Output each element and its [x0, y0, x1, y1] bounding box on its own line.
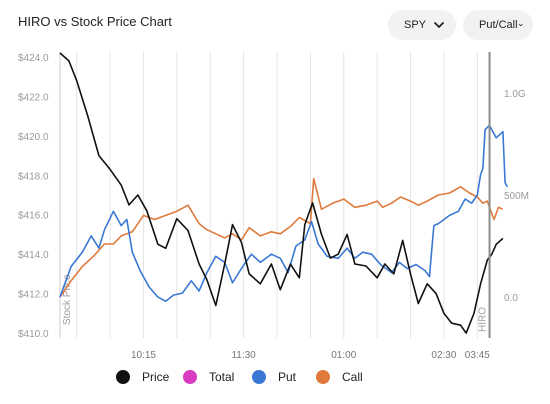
- series-line-call: [59, 177, 504, 298]
- y-tick-label: $422.0: [18, 92, 49, 103]
- y-tick-label: $410.0: [18, 329, 49, 340]
- y2-tick-label: 0.0: [504, 293, 518, 304]
- y-tick-label: $414.0: [18, 250, 49, 261]
- legend-label-total: Total: [209, 370, 235, 384]
- mode-select[interactable]: Put/Call: [463, 10, 533, 40]
- legend-item-total[interactable]: Total: [183, 370, 234, 384]
- legend-item-put[interactable]: Put: [252, 370, 296, 384]
- legend-label-price: Price: [142, 370, 170, 384]
- legend-item-price[interactable]: Price: [116, 370, 169, 384]
- chevron-down-icon: [434, 22, 444, 28]
- ticker-select[interactable]: SPY: [388, 10, 456, 40]
- y2-axis-title: HIRO: [478, 307, 489, 332]
- series-line-put: [59, 124, 509, 303]
- y-tick-label: $418.0: [18, 171, 49, 182]
- y-tick-label: $416.0: [18, 211, 49, 222]
- x-tick-label: 10:15: [131, 350, 156, 361]
- x-tick-label: 03:45: [465, 350, 490, 361]
- chart-legend: Price Total Put Call: [0, 370, 550, 398]
- chart-title: HIRO vs Stock Price Chart: [18, 14, 172, 29]
- y-axis-title: Stock Price: [62, 274, 73, 325]
- legend-swatch-put: [252, 370, 266, 384]
- chevron-down-icon: [518, 23, 523, 27]
- series-line-price: [59, 52, 504, 334]
- mode-select-value: Put/Call: [479, 19, 518, 31]
- hiro-chart: $424.0 $422.0 $420.0 $418.0 $416.0 $414.0 $412…: [18, 52, 529, 361]
- ticker-select-value: SPY: [404, 19, 427, 31]
- x-tick-label: 02:30: [431, 350, 456, 361]
- legend-swatch-price: [116, 370, 130, 384]
- legend-label-put: Put: [278, 370, 297, 384]
- legend-item-call[interactable]: Call: [316, 370, 363, 384]
- x-tick-label: 11:30: [231, 350, 256, 361]
- legend-swatch-total: [183, 370, 197, 384]
- x-tick-label: 01:00: [331, 350, 356, 361]
- y-tick-label: $420.0: [18, 132, 49, 143]
- y2-tick-label: 500M: [504, 191, 529, 202]
- legend-label-call: Call: [342, 370, 363, 384]
- y-tick-label: $424.0: [18, 53, 49, 64]
- legend-swatch-call: [316, 370, 330, 384]
- y2-tick-label: 1.0G: [504, 89, 526, 100]
- y-tick-label: $412.0: [18, 290, 49, 301]
